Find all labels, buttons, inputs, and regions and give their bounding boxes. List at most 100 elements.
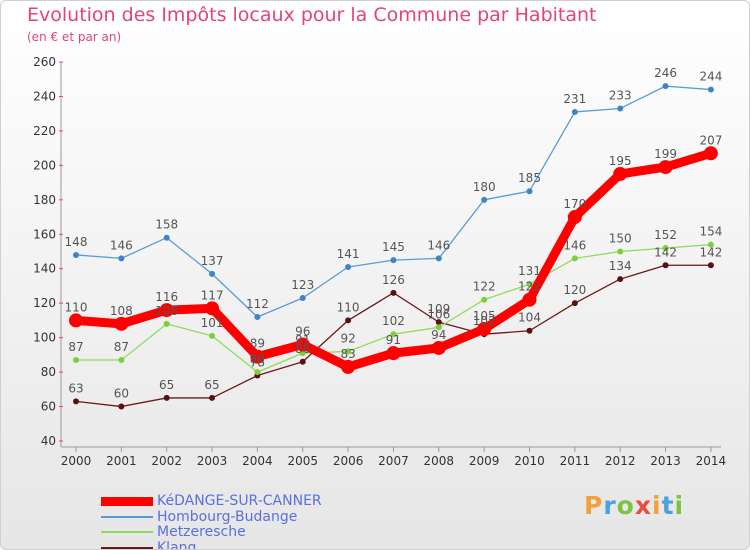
- data-label-klang: 63: [68, 381, 83, 395]
- data-label-k-dange-sur-canner: 83: [340, 347, 355, 361]
- legend-label-metzeresche: Metzeresche: [157, 524, 246, 540]
- y-tick-label: 220: [33, 124, 56, 138]
- data-label-hombourg-budange: 146: [110, 238, 133, 252]
- data-label-metzeresche: 92: [340, 331, 355, 345]
- data-point-metzeresche: [73, 357, 79, 364]
- data-point-metzeresche: [254, 369, 261, 376]
- data-label-klang: 102: [473, 314, 496, 328]
- data-label-hombourg-budange: 246: [654, 66, 677, 80]
- data-label-hombourg-budange: 123: [291, 278, 314, 292]
- data-label-k-dange-sur-canner: 199: [654, 147, 677, 161]
- data-point-klang: [571, 300, 578, 307]
- data-label-klang: 134: [609, 259, 632, 273]
- x-tick-label: 2003: [197, 454, 228, 468]
- data-label-hombourg-budange: 231: [563, 92, 586, 106]
- data-label-metzeresche: 131: [518, 264, 541, 278]
- data-point-metzeresche: [345, 348, 352, 355]
- x-tick-label: 2007: [378, 454, 409, 468]
- data-label-hombourg-budange: 185: [518, 171, 541, 185]
- x-tick-label: 2005: [287, 454, 318, 468]
- data-label-k-dange-sur-canner: 89: [250, 337, 265, 351]
- data-point-klang: [662, 262, 669, 269]
- data-label-hombourg-budange: 244: [699, 70, 722, 84]
- data-label-k-dange-sur-canner: 117: [201, 288, 224, 302]
- logo-letter: r: [603, 491, 617, 520]
- legend-swatch-hombourg-budange: [101, 515, 153, 518]
- x-tick-label: 2002: [151, 454, 182, 468]
- data-point-k-dange-sur-canner: [69, 313, 83, 328]
- x-tick-label: 2011: [560, 454, 591, 468]
- y-tick-label: 80: [41, 365, 56, 379]
- data-point-hombourg-budange: [345, 264, 352, 271]
- data-label-k-dange-sur-canner: 110: [65, 300, 88, 314]
- data-point-metzeresche: [617, 248, 624, 255]
- data-label-hombourg-budange: 158: [155, 218, 178, 232]
- data-point-k-dange-sur-canner: [295, 337, 310, 352]
- x-tick-label: 2012: [605, 454, 636, 468]
- data-point-hombourg-budange: [617, 105, 624, 112]
- data-label-metzeresche: 150: [609, 232, 632, 246]
- chart-title: Evolution des Impôts locaux pour la Comm…: [27, 4, 597, 26]
- data-point-k-dange-sur-canner: [477, 322, 492, 337]
- logo-letter: x: [634, 491, 652, 520]
- y-tick-label: 120: [33, 296, 56, 310]
- data-point-hombourg-budange: [571, 108, 578, 115]
- data-label-k-dange-sur-canner: 122: [518, 280, 541, 294]
- data-point-hombourg-budange: [209, 270, 216, 277]
- data-point-metzeresche: [662, 245, 669, 252]
- data-label-klang: 142: [699, 245, 722, 259]
- data-point-metzeresche: [163, 320, 170, 327]
- data-label-metzeresche: 102: [382, 314, 405, 328]
- data-label-k-dange-sur-canner: 91: [386, 333, 401, 347]
- data-label-metzeresche: 108: [155, 304, 178, 318]
- data-point-hombourg-budange: [707, 86, 714, 93]
- y-tick-label: 60: [41, 400, 56, 414]
- data-label-hombourg-budange: 145: [382, 240, 405, 254]
- data-label-metzeresche: 146: [563, 238, 586, 252]
- data-label-klang: 104: [518, 311, 541, 325]
- x-tick-label: 2008: [424, 454, 455, 468]
- data-point-metzeresche: [707, 241, 714, 248]
- data-label-hombourg-budange: 233: [609, 89, 632, 103]
- data-label-k-dange-sur-canner: 96: [295, 325, 310, 339]
- data-label-k-dange-sur-canner: 207: [699, 133, 722, 147]
- data-point-klang: [209, 394, 216, 401]
- proxiti-logo: Proxiti: [584, 491, 684, 520]
- data-point-hombourg-budange: [481, 196, 488, 203]
- data-label-metzeresche: 154: [699, 225, 722, 239]
- data-point-hombourg-budange: [526, 188, 533, 195]
- data-point-k-dange-sur-canner: [114, 316, 129, 331]
- legend-label-hombourg-budange: Hombourg-Budange: [157, 508, 298, 525]
- data-label-metzeresche: 91: [295, 333, 310, 347]
- data-label-hombourg-budange: 148: [65, 235, 88, 249]
- legend-swatch-metzeresche: [101, 531, 153, 533]
- y-tick-label: 180: [33, 193, 56, 207]
- data-label-klang: 110: [337, 300, 360, 314]
- data-point-k-dange-sur-canner: [250, 349, 265, 364]
- data-label-k-dange-sur-canner: 170: [563, 197, 586, 211]
- y-tick-label: 140: [33, 262, 56, 276]
- data-label-klang: 65: [159, 378, 174, 392]
- data-point-metzeresche: [209, 332, 216, 339]
- data-label-hombourg-budange: 180: [473, 180, 496, 194]
- data-label-hombourg-budange: 137: [201, 254, 224, 268]
- y-tick-label: 200: [33, 158, 56, 172]
- data-point-hombourg-budange: [662, 83, 669, 90]
- data-label-klang: 86: [295, 342, 310, 356]
- data-point-k-dange-sur-canner: [431, 340, 446, 355]
- logo-letter: P: [584, 491, 604, 520]
- data-point-hombourg-budange: [163, 234, 170, 241]
- data-label-metzeresche: 101: [201, 316, 224, 330]
- data-point-metzeresche: [435, 324, 442, 331]
- legend-swatch-klang: [101, 546, 153, 549]
- data-label-k-dange-sur-canner: 105: [473, 309, 496, 323]
- data-point-klang: [345, 317, 352, 324]
- x-tick-label: 2009: [469, 454, 500, 468]
- data-label-klang: 109: [427, 302, 450, 316]
- y-tick-label: 100: [33, 331, 56, 345]
- data-point-k-dange-sur-canner: [522, 292, 537, 307]
- data-point-hombourg-budange: [435, 255, 442, 262]
- data-point-hombourg-budange: [73, 251, 79, 258]
- x-tick-label: 2014: [696, 454, 727, 468]
